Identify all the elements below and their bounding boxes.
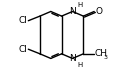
Text: CH: CH — [93, 49, 106, 58]
Text: O: O — [94, 7, 101, 16]
Text: Cl: Cl — [18, 45, 27, 54]
Text: N: N — [69, 54, 75, 63]
Text: H: H — [76, 2, 82, 8]
Text: H: H — [76, 62, 82, 68]
Text: 3: 3 — [103, 55, 107, 60]
Text: N: N — [69, 7, 75, 16]
Text: Cl: Cl — [18, 16, 27, 25]
